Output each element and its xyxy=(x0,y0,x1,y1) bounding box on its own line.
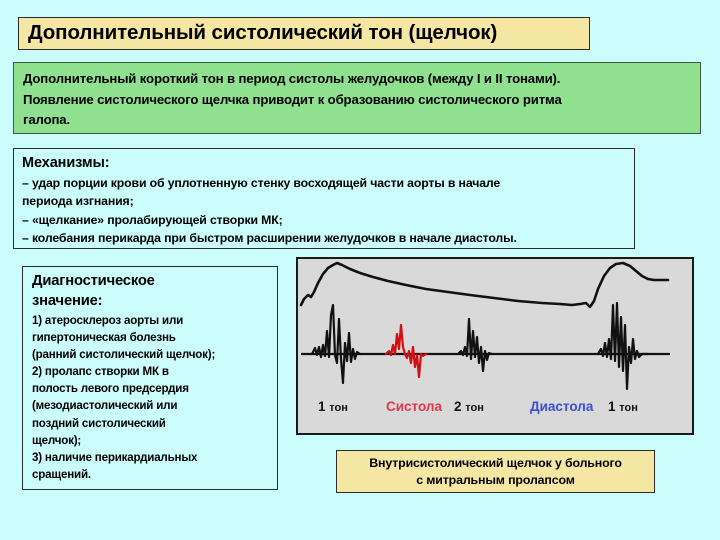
first-heart-sound-complex-repeat xyxy=(596,301,650,391)
intro-definition-box: Дополнительный короткий тон в период сис… xyxy=(13,62,701,134)
label-second-tone: 2 тон xyxy=(454,399,484,414)
label-first-tone-left: 1 тон xyxy=(318,399,348,414)
list-item: 3) наличие перикардиальных xyxy=(32,450,198,464)
intro-line-2: Появление систолического щелчка приводит… xyxy=(23,91,562,107)
slide-title-box: Дополнительный систолический тон (щелчок… xyxy=(18,17,590,50)
list-item: гипертоническая болезнь xyxy=(32,331,176,345)
apexcardiogram-curve xyxy=(299,261,670,309)
list-item: 2) пролапс створки МК в xyxy=(32,365,169,379)
list-item: 1) атеросклероз аорты или xyxy=(32,314,184,327)
intro-line-1: Дополнительный короткий тон в период сис… xyxy=(23,71,561,86)
diagnostic-list: 1) атеросклероз аорты или гипертоническа… xyxy=(32,312,272,483)
diagnostic-heading-line-1: Диагностическое xyxy=(32,273,155,289)
caption-line-2: с митральным пролапсом xyxy=(416,472,575,487)
list-item: (ранний систолический щелчок); xyxy=(32,348,216,362)
second-heart-sound-complex xyxy=(456,317,494,373)
list-item: щелчок); xyxy=(32,433,82,447)
mechanisms-list: – удар порции крови об уплотненную стенк… xyxy=(22,174,628,247)
list-item: – «щелкание» пролабирующей створки МК; xyxy=(22,212,283,227)
list-item: периода изгнания; xyxy=(22,194,134,209)
label-first-tone-right: 1 тон xyxy=(608,399,638,414)
list-item: – удар порции крови об уплотненную стенк… xyxy=(22,176,501,190)
figure-caption-box: Внутрисистолический щелчок у больного с … xyxy=(336,450,655,493)
list-item: (мезодиастолический или xyxy=(32,399,178,413)
mechanisms-box: Механизмы: – удар порции крови об уплотн… xyxy=(13,148,635,249)
list-item: – колебания перикарда при быстром расшир… xyxy=(22,230,517,245)
page-title: Дополнительный систолический тон (щелчок… xyxy=(28,21,498,45)
first-heart-sound-complex xyxy=(310,303,362,385)
label-systole: Систола xyxy=(386,399,442,414)
phonocardiogram-svg: 1 тон Систола 2 тон Диастола 1 тон xyxy=(299,261,670,414)
caption-line-1: Внутрисистолический щелчок у больного xyxy=(369,455,622,470)
diagnostic-significance-box: Диагностическое значение: 1) атеросклеро… xyxy=(22,266,278,490)
list-item: полость левого предсердия xyxy=(32,382,189,396)
systolic-click-complex xyxy=(384,323,428,379)
intro-line-3: галопа. xyxy=(23,112,70,127)
phonocardiogram-figure: 1 тон Систола 2 тон Диастола 1 тон xyxy=(296,257,694,435)
label-diastole: Диастола xyxy=(530,399,594,414)
mechanisms-heading: Механизмы: xyxy=(22,155,110,171)
diagnostic-heading-line-2: значение: xyxy=(32,292,103,309)
list-item: сращений. xyxy=(32,467,91,481)
list-item: поздний систолический xyxy=(32,416,166,430)
